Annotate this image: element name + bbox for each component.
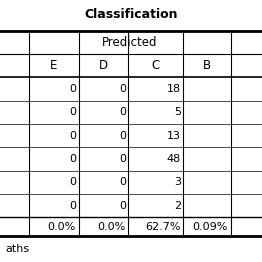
Text: 48: 48 — [167, 154, 181, 164]
Text: 0.0%: 0.0% — [48, 222, 76, 232]
Text: 0: 0 — [69, 154, 76, 164]
Text: 0: 0 — [119, 154, 126, 164]
Text: Classification: Classification — [84, 8, 178, 21]
Text: 3: 3 — [174, 177, 181, 187]
Text: 0.09%: 0.09% — [193, 222, 228, 232]
Text: 2: 2 — [174, 201, 181, 211]
Text: 0: 0 — [119, 84, 126, 94]
Text: D: D — [99, 59, 108, 72]
Text: 0: 0 — [119, 177, 126, 187]
Text: 0: 0 — [69, 107, 76, 117]
Text: 0: 0 — [69, 84, 76, 94]
Text: 0: 0 — [69, 177, 76, 187]
Text: 13: 13 — [167, 131, 181, 141]
Text: 62.7%: 62.7% — [145, 222, 181, 232]
Text: E: E — [50, 59, 57, 72]
Text: 0: 0 — [119, 107, 126, 117]
Text: 0.0%: 0.0% — [97, 222, 126, 232]
Text: Predicted: Predicted — [102, 36, 157, 49]
Text: 5: 5 — [174, 107, 181, 117]
Text: C: C — [152, 59, 160, 72]
Text: 0: 0 — [119, 201, 126, 211]
Text: 0: 0 — [119, 131, 126, 141]
Text: 18: 18 — [167, 84, 181, 94]
Text: 0: 0 — [69, 201, 76, 211]
Text: B: B — [203, 59, 211, 72]
Text: 0: 0 — [69, 131, 76, 141]
Text: aths: aths — [5, 244, 29, 254]
